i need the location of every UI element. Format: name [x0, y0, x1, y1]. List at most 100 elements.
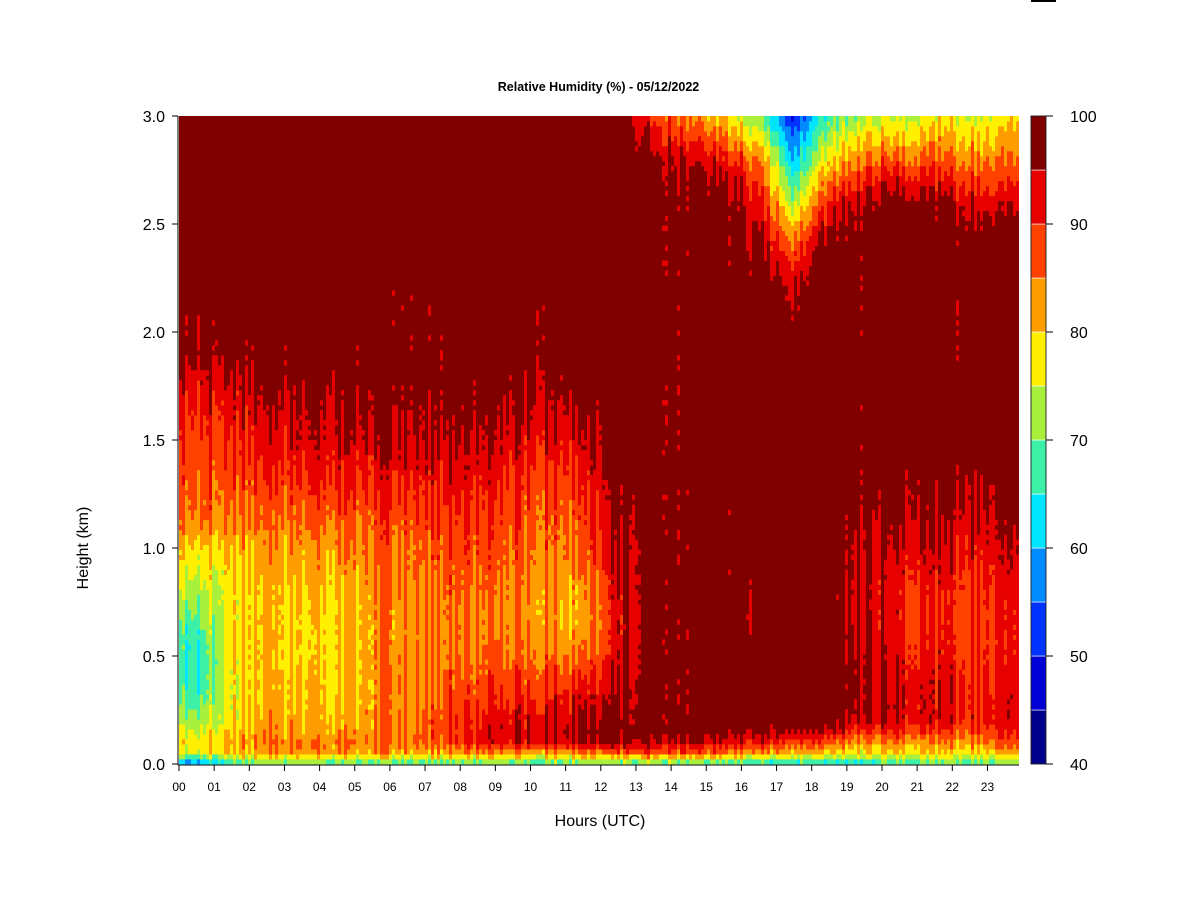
heatmap-cell: [782, 130, 785, 147]
heatmap-cell: [524, 739, 527, 750]
heatmap-cell: [677, 529, 680, 541]
x-axis-title: Hours (UTC): [554, 813, 646, 830]
heatmap-cell: [560, 449, 563, 501]
heatmap-cell: [887, 116, 890, 137]
heatmap-cell: [731, 759, 734, 765]
heatmap-cell: [728, 235, 731, 246]
heatmap-cell: [458, 634, 461, 640]
heatmap-cell: [194, 370, 197, 416]
heatmap-cell: [776, 759, 779, 765]
heatmap-cell: [449, 669, 452, 680]
heatmap-cell: [797, 116, 800, 132]
heatmap-cell: [230, 669, 233, 675]
heatmap-cell: [299, 624, 302, 630]
heatmap-cell: [365, 709, 368, 715]
heatmap-cell: [665, 494, 668, 501]
heatmap-cell: [368, 469, 371, 476]
heatmap-cell: [725, 116, 728, 132]
colorbar-segment: [1030, 385, 1047, 441]
heatmap-cell: [239, 454, 242, 516]
heatmap-cell: [635, 574, 638, 585]
heatmap-cell: [800, 734, 803, 745]
heatmap-cell: [857, 754, 860, 760]
heatmap-cell: [863, 125, 866, 142]
heatmap-cell: [329, 754, 332, 760]
heatmap-cell: [353, 509, 356, 556]
heatmap-cell: [785, 744, 788, 755]
heatmap-cell: [575, 594, 578, 600]
heatmap-cell: [713, 140, 716, 157]
heatmap-cell: [371, 459, 374, 466]
heatmap-cell: [494, 440, 497, 501]
heatmap-cell: [887, 544, 890, 705]
heatmap-cell: [425, 459, 428, 466]
heatmap-cell: [635, 145, 638, 152]
heatmap-cell: [632, 749, 635, 755]
heatmap-cell: [536, 499, 539, 506]
heatmap-cell: [260, 519, 263, 575]
heatmap-cell: [563, 749, 566, 755]
heatmap-cell: [725, 130, 728, 152]
heatmap-cell: [179, 704, 182, 725]
heatmap-cell: [476, 699, 479, 750]
heatmap-cell: [728, 569, 731, 575]
heatmap-cell: [836, 235, 839, 242]
heatmap-cell: [560, 440, 563, 446]
heatmap-cell: [311, 494, 314, 541]
heatmap-cell: [746, 739, 749, 750]
heatmap-cell: [932, 704, 935, 710]
heatmap-cell: [218, 759, 221, 765]
heatmap-cell: [353, 754, 356, 760]
heatmap-cell: [494, 639, 497, 695]
heatmap-cell: [734, 749, 737, 755]
heatmap-cell: [548, 524, 551, 536]
heatmap-cell: [725, 754, 728, 760]
heatmap-cell: [305, 469, 308, 531]
heatmap-cell: [182, 649, 185, 685]
heatmap-cell: [563, 754, 566, 760]
heatmap-cell: [323, 614, 326, 630]
heatmap-cell: [929, 724, 932, 735]
heatmap-cell: [587, 734, 590, 750]
heatmap-cell: [227, 759, 230, 765]
heatmap-cell: [770, 245, 773, 251]
heatmap-cell: [257, 759, 260, 765]
heatmap-cell: [236, 754, 239, 760]
heatmap-cell: [389, 709, 392, 715]
heatmap-cell: [590, 549, 593, 615]
heatmap-cell: [791, 729, 794, 740]
heatmap-cell: [236, 410, 239, 476]
heatmap-cell: [968, 734, 971, 745]
heatmap-cell: [599, 619, 602, 630]
heatmap-cell: [869, 116, 872, 132]
heatmap-cell: [917, 569, 920, 670]
heatmap-cell: [632, 116, 635, 127]
heatmap-cell: [731, 744, 734, 750]
heatmap-cell: [956, 200, 959, 227]
heatmap-cell: [218, 365, 221, 411]
heatmap-cell: [599, 679, 602, 720]
heatmap-cell: [209, 574, 212, 580]
heatmap-cell: [665, 604, 668, 610]
heatmap-cell: [935, 709, 938, 720]
heatmap-cell: [752, 125, 755, 142]
heatmap-cell: [599, 444, 602, 531]
heatmap-cell: [806, 739, 809, 750]
heatmap-cell: [935, 160, 938, 192]
heatmap-cell: [845, 514, 848, 521]
heatmap-cell: [533, 549, 536, 561]
heatmap-cell: [266, 754, 269, 760]
heatmap-cell: [743, 759, 746, 765]
heatmap-cell: [335, 634, 338, 645]
heatmap-cell: [818, 734, 821, 745]
heatmap-cell: [545, 749, 548, 755]
heatmap-cell: [335, 544, 338, 600]
heatmap-cell: [995, 644, 998, 730]
heatmap-cell: [296, 484, 299, 541]
heatmap-cell: [596, 654, 599, 695]
heatmap-cell: [761, 185, 764, 222]
heatmap-cell: [548, 759, 551, 765]
heatmap-cell: [410, 469, 413, 521]
heatmap-cell: [254, 759, 257, 765]
heatmap-cell: [209, 629, 212, 635]
